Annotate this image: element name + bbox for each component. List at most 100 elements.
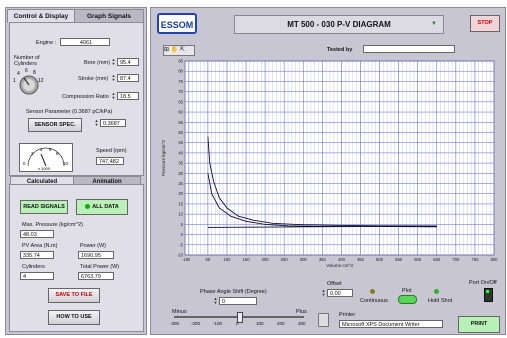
series-line-1: [207, 136, 437, 227]
print-button[interactable]: PRINT: [458, 316, 500, 333]
knob-tick: 6: [25, 68, 28, 74]
hold-shot-led-icon: [434, 289, 439, 294]
graph-palette[interactable]: ⊞ ✋ ⇱: [163, 45, 195, 56]
y-tick-label: 10: [178, 212, 183, 217]
y-tick-label: 80: [178, 69, 183, 74]
minus-label: Minus: [172, 309, 187, 315]
y-tick-label: 85: [178, 59, 183, 64]
all-data-button[interactable]: ALL DATA: [76, 199, 128, 215]
slider-tick: 300: [298, 321, 306, 326]
bore-stepper-icon[interactable]: ▲ ▼: [111, 57, 116, 66]
x-tick-label: 750: [471, 257, 479, 262]
x-tick-label: 50: [206, 257, 211, 262]
stroke-stepper-icon[interactable]: ▲ ▼: [111, 73, 116, 82]
port-switch-led-icon: [486, 290, 489, 293]
knob-tick: 1: [13, 78, 16, 84]
y-tick-label: -10: [177, 253, 184, 258]
speed-gauge: 0 2 4 6 8 10 x 1000: [19, 143, 73, 172]
tested-by-field[interactable]: [363, 45, 455, 53]
plot-label: Plot: [402, 288, 412, 294]
series-line-3: [207, 225, 437, 228]
port-label: Port On/Off: [469, 280, 497, 286]
phase-slider-thumb[interactable]: [237, 312, 243, 323]
printer-label: Printer: [339, 312, 356, 318]
power-label: Power (W): [80, 243, 106, 249]
pv-area-label: PV Area (N.m): [22, 243, 58, 249]
tab-graph-signals[interactable]: Graph Signals: [74, 9, 144, 23]
x-tick-label: 650: [433, 257, 441, 262]
x-tick-label: 550: [395, 257, 403, 262]
compression-field[interactable]: 18.5: [117, 92, 139, 100]
offset-label: Offset: [327, 281, 342, 287]
slider-tick: 0: [236, 321, 239, 326]
y-tick-label: 45: [178, 140, 183, 145]
hold-shot-label: Hold Shot: [428, 298, 453, 304]
cursor-icon[interactable]: ⇱: [179, 47, 185, 53]
gauge-tick: 8: [56, 151, 59, 156]
y-tick-label: 40: [178, 150, 183, 155]
y-tick-label: 15: [178, 201, 183, 206]
x-axis-label: Volume cm^3: [326, 263, 353, 268]
x-tick-label: 700: [452, 257, 460, 262]
gauge-tick: 2: [31, 151, 34, 156]
y-tick-label: 0: [181, 232, 184, 237]
slider-tick: -100: [213, 321, 223, 326]
port-switch[interactable]: [484, 288, 493, 302]
cylinders-knob-label: Number of Cylinders: [14, 55, 40, 67]
continuous-led-icon: [370, 289, 375, 294]
compression-stepper-icon[interactable]: ▲ ▼: [111, 91, 116, 100]
pv-chart: -10 0 50 100 150 200 250 300 350 400 450 500 550 600 6…: [161, 59, 498, 269]
led-icon: [85, 204, 91, 210]
gauge-unit: x 1000: [38, 166, 51, 171]
sensor-field[interactable]: 0.3687: [100, 119, 126, 127]
how-to-use-button[interactable]: HOW TO USE: [48, 310, 100, 325]
hand-icon[interactable]: ✋: [170, 47, 179, 53]
save-to-file-button[interactable]: SAVE TO FILE: [48, 288, 100, 303]
sensor-stepper-icon[interactable]: ▲ ▼: [94, 118, 99, 127]
total-power-label: Total Power (W): [80, 264, 120, 270]
read-signals-button[interactable]: READ SIGNALS: [20, 200, 68, 214]
knob-tick: 8: [33, 70, 36, 76]
speed-label: Speed (rpm): [96, 148, 127, 154]
cylinders-label: Cylinders: [22, 264, 45, 270]
max-pressure-field: 48.03: [20, 230, 54, 238]
sensor-spec-button[interactable]: SENSOR SPEC.: [28, 118, 82, 132]
y-tick-label: 60: [178, 110, 183, 115]
dropdown-arrow-icon[interactable]: ▼: [431, 21, 437, 27]
tested-by-label: Tested by: [327, 47, 353, 53]
printer-field[interactable]: Microsoft XPS Document Writer: [339, 320, 443, 328]
stop-button[interactable]: STOP: [470, 15, 500, 32]
pv-area-field: 335.74: [20, 251, 54, 259]
diagram-select[interactable]: MT 500 - 030 P-V DIAGRAM ▼: [234, 15, 444, 34]
offset-stepper-icon[interactable]: ▲ ▼: [321, 288, 326, 297]
zoom-icon[interactable]: ⊞: [164, 47, 170, 53]
power-field: 1690.95: [78, 251, 114, 259]
phase-stepper-icon[interactable]: ▲ ▼: [213, 296, 218, 305]
gauge-tick: 6: [49, 147, 52, 152]
stroke-field[interactable]: 87.4: [117, 74, 139, 82]
gauge-tick: 10: [63, 161, 69, 166]
x-tick-label: -10: [182, 257, 189, 262]
offset-field[interactable]: 0.00: [327, 289, 353, 297]
sensor-parameter-label: Sensor Parameter (0.3687 pC/kPa): [26, 109, 113, 115]
tab-control-display[interactable]: Control & Display: [7, 9, 75, 23]
x-tick-label: 350: [319, 257, 327, 262]
x-tick-label: 300: [300, 257, 308, 262]
x-tick-label: 0: [188, 257, 191, 262]
bore-label: Bore (mm): [84, 60, 110, 66]
engine-label: Engine :: [36, 40, 57, 46]
phase-shift-field[interactable]: 0: [219, 297, 257, 305]
x-tick-label: 150: [243, 257, 251, 262]
y-tick-label: 25: [178, 181, 183, 186]
bore-field[interactable]: 95.4: [117, 58, 139, 66]
continuous-label: Continuous: [360, 298, 388, 304]
y-axis-label: Pressure kg/cm^2: [161, 140, 166, 176]
engine-field[interactable]: 4061: [60, 38, 110, 46]
cylinders-knob[interactable]: 1 4 6 8 12: [12, 68, 46, 98]
printer-icon: [318, 313, 329, 327]
knob-tick: 12: [38, 78, 44, 84]
y-tick-label: -5: [179, 242, 183, 247]
plot-toggle[interactable]: [398, 295, 417, 304]
x-tick-label: 250: [281, 257, 289, 262]
compression-label: Compression Ratio: [62, 94, 109, 100]
